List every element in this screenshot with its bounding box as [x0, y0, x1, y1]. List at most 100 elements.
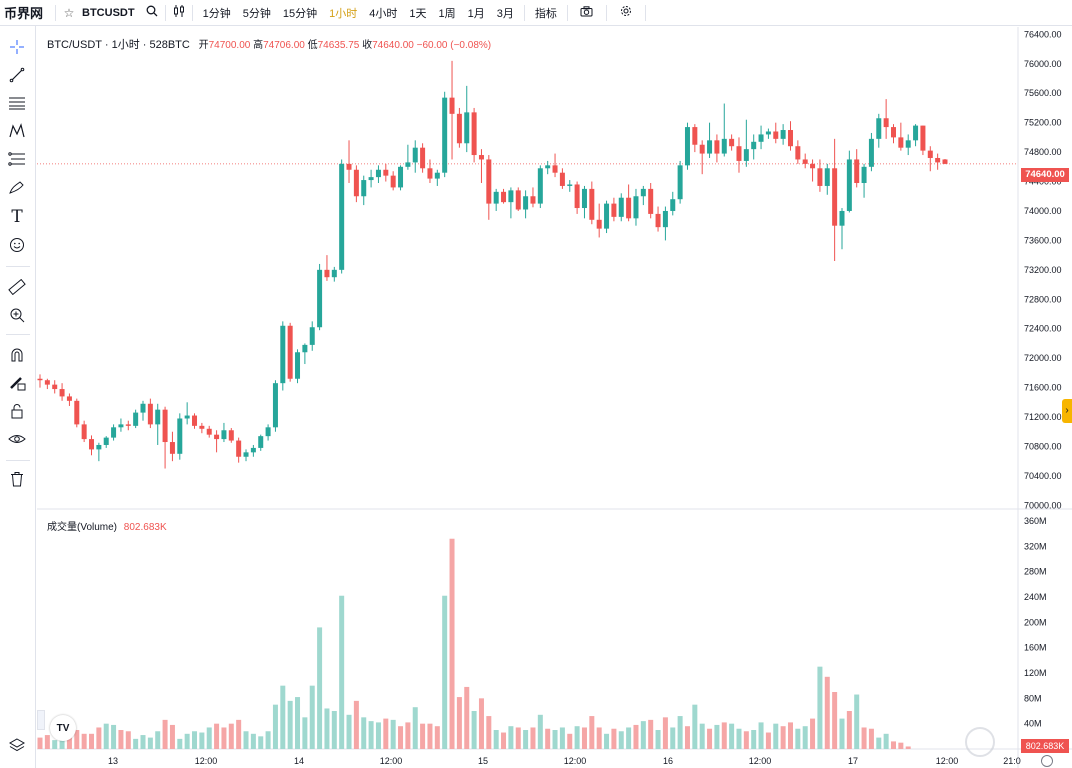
volume-bar [390, 719, 396, 749]
search-icon[interactable] [143, 5, 161, 20]
volume-bar [677, 716, 683, 749]
volume-bar [442, 595, 448, 749]
interval-1[interactable]: 5分钟 [242, 7, 271, 20]
zoom-in-icon[interactable] [6, 304, 28, 326]
interval-7[interactable]: 1月 [467, 7, 485, 20]
time-tick-label: 12:00 [564, 756, 587, 766]
lock-pencil-icon[interactable] [6, 372, 28, 394]
volume-bar [59, 736, 65, 749]
interval-2[interactable]: 15分钟 [282, 7, 318, 20]
candle-body [192, 415, 198, 426]
scroll-right-button[interactable]: › [1062, 399, 1072, 423]
candle-body [471, 112, 477, 156]
volume-bar [581, 727, 587, 749]
timezone-icon[interactable] [1041, 755, 1053, 767]
candle-body [758, 134, 764, 142]
time-tick-label: 21:0 [1003, 756, 1021, 766]
candle-body [368, 177, 374, 181]
volume-bar [81, 733, 87, 749]
emoji-icon[interactable] [6, 234, 28, 256]
volume-bar [456, 697, 462, 749]
volume-bar [295, 697, 301, 749]
volume-bar [52, 740, 58, 749]
horizontal-lines-icon[interactable] [6, 92, 28, 114]
candle-body [398, 166, 404, 188]
volume-bar [368, 721, 374, 749]
volume-bar [96, 727, 102, 749]
volume-tick-label: 120M [1024, 668, 1047, 678]
volume-bar [559, 727, 565, 749]
trash-icon[interactable] [6, 468, 28, 490]
time-tick-label: 15 [478, 756, 488, 766]
volume-bar [846, 711, 852, 749]
interval-4[interactable]: 4小时 [369, 7, 398, 20]
volume-bar [707, 728, 713, 749]
interval-6[interactable]: 1周 [438, 7, 456, 20]
ruler-icon[interactable] [6, 276, 28, 298]
candle-body [736, 146, 742, 161]
star-icon[interactable]: ☆ [63, 5, 75, 20]
interval-8[interactable]: 3月 [496, 7, 514, 20]
volume-bar [611, 728, 617, 749]
candle-body [787, 130, 793, 147]
volume-bar [280, 685, 286, 749]
time-tick-label: 17 [848, 756, 858, 766]
brush-icon[interactable] [6, 176, 28, 198]
layers-icon[interactable] [6, 734, 28, 756]
volume-bar [140, 735, 146, 749]
candle-body [721, 138, 727, 154]
candlestick-chart[interactable]: 76400.00 76000.00 75600.00 75200.00 74800.00… [37, 27, 1072, 768]
chart-container[interactable]: 76400.00 76000.00 75600.00 75200.00 74800.00… [37, 27, 1072, 768]
volume-bar [729, 723, 735, 749]
chevron-right-icon: › [1065, 405, 1069, 416]
time-tick-label: 16 [663, 756, 673, 766]
volume-bar [420, 723, 426, 749]
candle-body [765, 131, 771, 135]
candle-body [59, 389, 65, 397]
candle-body [545, 165, 551, 169]
crosshair-icon[interactable] [6, 36, 28, 58]
volume-bar [765, 732, 771, 749]
volume-bar [736, 728, 742, 749]
legend-high-value: 74706.00 [263, 40, 305, 51]
volume-bar [265, 731, 271, 749]
pattern-icon[interactable] [6, 120, 28, 142]
camera-icon[interactable] [578, 5, 596, 20]
interval-5[interactable]: 1天 [409, 7, 427, 20]
volume-bar [228, 723, 234, 749]
volume-bar [309, 685, 315, 749]
fib-icon[interactable] [6, 148, 28, 170]
site-logo: 币界网 [4, 6, 44, 21]
magnet-icon[interactable] [6, 344, 28, 366]
divider [566, 4, 568, 21]
volume-bar [868, 728, 874, 749]
interval-0[interactable]: 1分钟 [202, 7, 231, 20]
candle-body [530, 196, 536, 204]
text-icon[interactable]: T [11, 207, 23, 227]
eye-icon[interactable] [6, 428, 28, 450]
volume-bar [184, 733, 190, 749]
candle-type-icon[interactable] [170, 4, 188, 21]
volume-bar [118, 730, 124, 749]
interval-3[interactable]: 1小时 [329, 7, 358, 20]
candle-body [927, 150, 933, 158]
candle-body [523, 196, 529, 210]
volume-legend-title: 成交量(Volume) [47, 522, 118, 533]
candle-body [324, 269, 330, 278]
scroll-left-handle[interactable] [37, 710, 45, 730]
gear-icon[interactable] [617, 5, 635, 20]
indicators-button[interactable]: 指标 [534, 7, 557, 20]
candle-body [103, 437, 109, 445]
trend-line-icon[interactable] [6, 64, 28, 86]
volume-bar [596, 727, 602, 749]
lock-icon[interactable] [6, 400, 28, 422]
price-tick-label: 70000.00 [1024, 500, 1062, 510]
candle-body [913, 125, 919, 141]
candle-body [567, 184, 573, 186]
volume-bar [773, 723, 779, 749]
divider [6, 266, 30, 267]
time-tick-label: 13 [108, 756, 118, 766]
symbol-search-button[interactable]: BTCUSDT [82, 6, 135, 19]
volume-bar [169, 724, 175, 749]
divider [605, 4, 607, 21]
